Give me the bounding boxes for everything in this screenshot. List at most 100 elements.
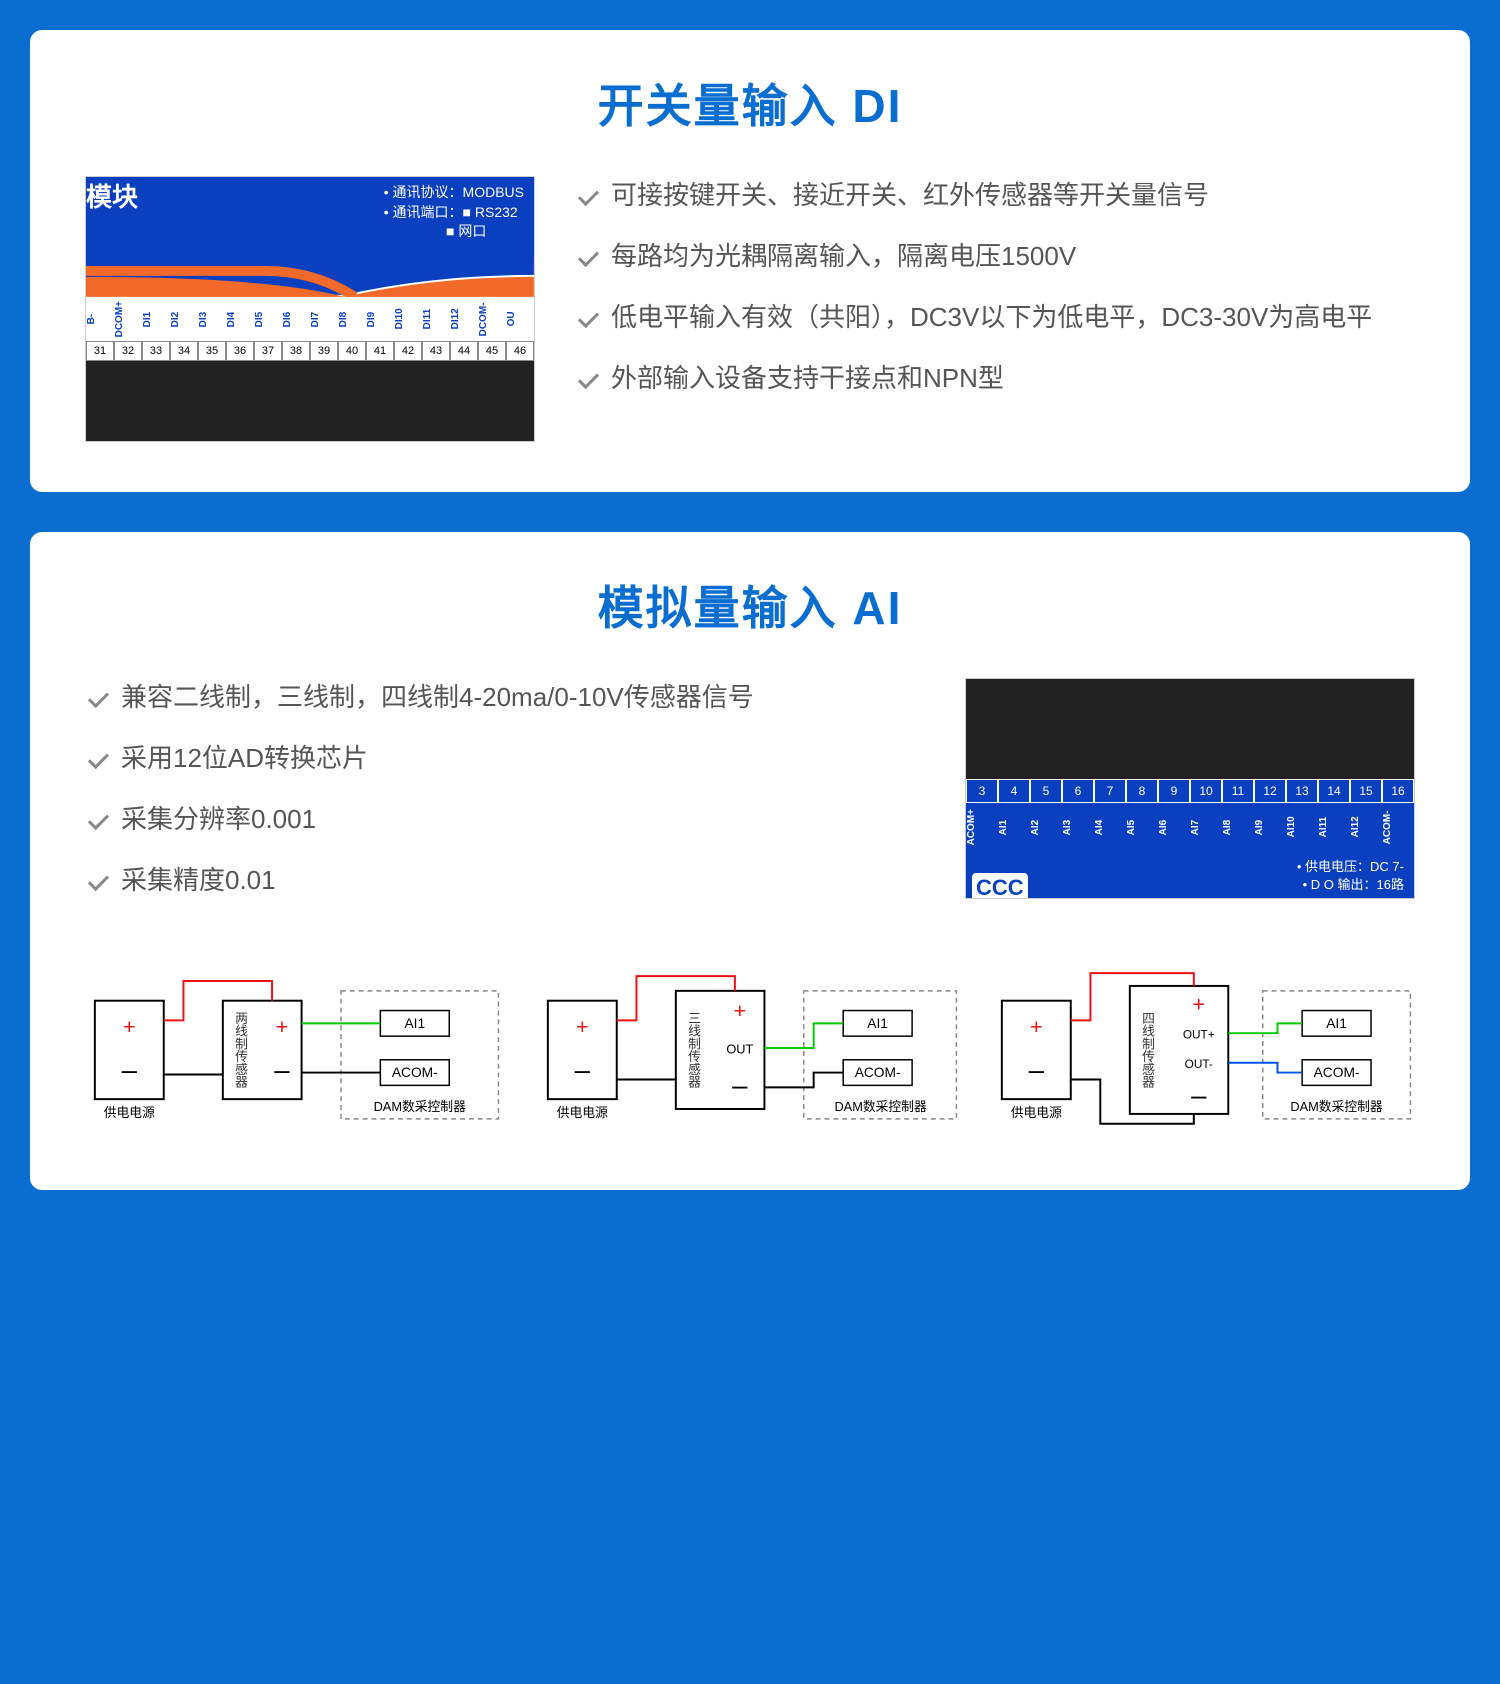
svg-text:–: – [732,1070,748,1101]
di-feature: 每路均为光耦隔离输入，隔离电压1500V [575,237,1415,276]
ai-pin-numbers: 345678910111213141516 [966,779,1414,803]
wiring-4wire: + – 供电电源 四线制传感器 + OUT+ OUT- – AI1 ACOM- … [992,950,1415,1140]
di-pin-num: 38 [282,341,310,361]
di-pin-num: 34 [170,341,198,361]
svg-text:–: – [1028,1054,1044,1085]
svg-text:OUT+: OUT+ [1182,1028,1214,1042]
ai-feature-text: 采用12位AD转换芯片 [121,739,368,778]
di-pin-label: DI1 [142,297,170,341]
di-port-label: 通讯端口： [393,204,463,220]
di-module-fragment: 模块 [86,177,138,214]
svg-text:OUT: OUT [727,1042,754,1057]
di-pin-label: DI11 [422,297,450,341]
di-module-top: 模块 • 通讯协议：MODBUS • 通讯端口：■ RS232 ■ 网口 [86,177,534,257]
ai-pin-label: ACOM+ [966,803,998,851]
ai-pin-label: AI1 [998,803,1030,851]
check-icon [85,867,111,893]
svg-text:DAM数采控制器: DAM数采控制器 [1290,1099,1383,1114]
ai-pin-label: AI11 [1318,803,1350,851]
svg-text:OUT-: OUT- [1184,1057,1212,1071]
wiring-diagrams: + – 供电电源 两线制传感器 + – AI1 ACOM- DAM数采控制器 [85,950,1415,1140]
di-pin-num: 45 [478,341,506,361]
ai-do-label: D O 输出： [1311,877,1377,892]
check-icon [575,182,601,208]
di-pin-num: 31 [86,341,114,361]
check-icon [85,806,111,832]
di-card: 开关量输入 DI 模块 • 通讯协议：MODBUS • 通讯端口：■ RS232… [30,30,1470,492]
ai-pin-num: 16 [1382,779,1414,803]
svg-text:供电电源: 供电电源 [1010,1105,1061,1120]
svg-text:ACOM-: ACOM- [1313,1066,1359,1081]
svg-text:两线制传感器: 两线制传感器 [233,1012,248,1090]
ai-pin-labels: ACOM+AI1AI2AI3AI4AI5AI6AI7AI8AI9AI10AI11… [966,803,1414,851]
ai-feature: 采集精度0.01 [85,861,925,900]
svg-text:供电电源: 供电电源 [104,1105,155,1120]
ai-pin-label: AI12 [1350,803,1382,851]
di-pin-numbers: 31323334353637383940414243444546 [86,341,534,361]
di-feature-list: 可接按键开关、接近开关、红外传感器等开关量信号 每路均为光耦隔离输入，隔离电压1… [575,176,1415,398]
di-pin-num: 42 [394,341,422,361]
di-module-illustration: 模块 • 通讯协议：MODBUS • 通讯端口：■ RS232 ■ 网口 B-D… [85,176,535,442]
ai-module-base [966,679,1414,779]
ai-pin-label: AI5 [1126,803,1158,851]
di-pin-label: DI9 [366,297,394,341]
ai-title: 模拟量输入 AI [85,572,1415,638]
ai-pin-num: 7 [1094,779,1126,803]
di-feature-text: 低电平输入有效（共阳），DC3V以下为低电平，DC3-30V为高电平 [611,298,1372,337]
di-proto-value: MODBUS [463,184,524,200]
di-pin-num: 41 [366,341,394,361]
di-feature: 低电平输入有效（共阳），DC3V以下为低电平，DC3-30V为高电平 [575,298,1415,337]
di-pin-label: DI5 [254,297,282,341]
ai-row: 兼容二线制，三线制，四线制4-20ma/0-10V传感器信号 采用12位AD转换… [85,678,1415,900]
di-pin-num: 40 [338,341,366,361]
ai-pin-num: 3 [966,779,998,803]
di-pin-label: DI12 [450,297,478,341]
ai-feature: 采集分辨率0.001 [85,800,925,839]
svg-text:–: – [274,1054,290,1085]
svg-text:ACOM-: ACOM- [392,1066,438,1081]
ai-pin-num: 8 [1126,779,1158,803]
check-icon [575,243,601,269]
di-pin-label: DI3 [198,297,226,341]
di-feature-text: 外部输入设备支持干接点和NPN型 [611,359,1004,398]
di-pin-num: 35 [198,341,226,361]
svg-text:AI1: AI1 [868,1016,889,1031]
check-icon [85,684,111,710]
svg-text:–: – [122,1054,138,1085]
ai-feature-text: 兼容二线制，三线制，四线制4-20ma/0-10V传感器信号 [121,678,754,717]
ai-pin-label: AI9 [1254,803,1286,851]
check-icon [85,745,111,771]
ai-pin-num: 10 [1190,779,1222,803]
svg-text:ACOM-: ACOM- [855,1066,901,1081]
check-icon [575,365,601,391]
ai-pin-num: 6 [1062,779,1094,803]
di-pin-label: DCOM+ [114,297,142,341]
di-pin-num: 37 [254,341,282,361]
ai-supply-value: DC 7- [1370,859,1404,874]
check-icon [575,304,601,330]
di-module-base [86,361,534,441]
ai-supply-label: 供电电压： [1305,859,1370,874]
svg-text:+: + [123,1014,136,1039]
di-pin-num: 36 [226,341,254,361]
ai-pin-num: 12 [1254,779,1286,803]
di-pin-num: 43 [422,341,450,361]
ai-pin-label: AI7 [1190,803,1222,851]
ai-module-illustration: 345678910111213141516 ACOM+AI1AI2AI3AI4A… [965,678,1415,898]
di-module-info: • 通讯协议：MODBUS • 通讯端口：■ RS232 ■ 网口 [384,183,524,242]
di-pin-label: DCOM- [478,297,506,341]
di-feature-text: 每路均为光耦隔离输入，隔离电压1500V [611,237,1076,276]
ai-pin-label: AI4 [1094,803,1126,851]
ai-pin-label: AI8 [1222,803,1254,851]
di-pin-label: DI6 [282,297,310,341]
svg-text:四线制传感器: 四线制传感器 [1140,1012,1155,1090]
ai-pin-num: 15 [1350,779,1382,803]
ai-feature-text: 采集精度0.01 [121,861,276,900]
ai-pin-label: AI2 [1030,803,1062,851]
ai-feature-text: 采集分辨率0.001 [121,800,316,839]
di-pin-label: DI4 [226,297,254,341]
ai-pin-label: ACOM- [1382,803,1414,851]
ai-feature-list: 兼容二线制，三线制，四线制4-20ma/0-10V传感器信号 采用12位AD转换… [85,678,925,900]
ai-pin-num: 13 [1286,779,1318,803]
svg-text:–: – [1191,1080,1207,1111]
